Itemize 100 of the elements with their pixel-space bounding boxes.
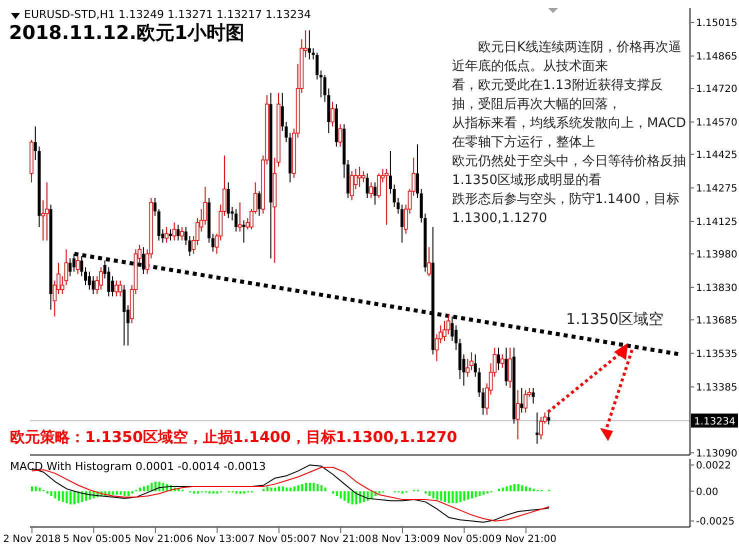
bar (266, 486, 268, 492)
annotation: 欧元日K线连续两连阴，价格再次逼近年底的低点。从技术面来 (452, 39, 683, 76)
candlestick (358, 166, 362, 188)
bar (66, 491, 68, 504)
bar (282, 486, 284, 492)
candlestick (92, 276, 95, 295)
bar (120, 491, 122, 495)
bar (139, 488, 142, 492)
x-tick-label: 7 Nov 05:00 (248, 534, 310, 546)
bar (270, 488, 272, 492)
bar (124, 491, 126, 496)
bar (366, 491, 369, 501)
bar (459, 491, 462, 502)
bar (320, 485, 322, 492)
candlestick (180, 226, 184, 241)
annotation: 跌形态后参与空头，防守1.1400，目标1.1300,1.1270 (452, 191, 680, 228)
y-tick-label: 1.14275 (696, 183, 738, 194)
bar (424, 491, 427, 494)
bar (467, 491, 470, 500)
candlestick (500, 354, 504, 368)
y-tick-label: 1.13090 (696, 448, 738, 460)
candlestick (164, 226, 168, 244)
y-tick-label: 1.14425 (696, 150, 738, 161)
candlestick (308, 30, 311, 60)
bar (324, 488, 326, 492)
bar (208, 491, 211, 494)
bar (452, 491, 454, 504)
x-tick-label: 5 Nov 21:00 (124, 534, 186, 546)
bar (274, 488, 276, 492)
bar (31, 486, 33, 492)
candlestick (388, 150, 392, 194)
bar (332, 491, 334, 494)
candlestick (316, 52, 319, 80)
candlestick (520, 387, 524, 414)
bar (525, 486, 528, 492)
candlestick (374, 182, 377, 206)
bar (212, 491, 214, 494)
bar (432, 491, 434, 498)
bar (81, 491, 84, 502)
candlestick (482, 387, 485, 416)
candlestick (454, 324, 458, 350)
bar (436, 491, 438, 500)
bar (290, 488, 292, 492)
bar (38, 488, 41, 492)
bar (216, 491, 218, 494)
chart-title: MACD With Histogram 0.0001 -0.0014 -0.0013 (10, 460, 266, 473)
y-tick-label: 1.15015 (696, 18, 738, 30)
bar (440, 491, 442, 501)
bar (506, 486, 508, 492)
candlestick (508, 347, 512, 388)
bar (297, 485, 300, 492)
bar (347, 491, 350, 504)
bar (448, 491, 450, 504)
bar (312, 482, 315, 492)
y-tick-label: 1.13830 (696, 282, 738, 294)
bar (116, 491, 118, 495)
candlestick (176, 224, 180, 241)
candlestick (88, 271, 91, 290)
bar (112, 491, 114, 495)
candlestick (539, 416, 543, 440)
x-tick-label: 9 Nov 05:00 (434, 534, 495, 546)
candlestick (524, 390, 528, 414)
bar (196, 491, 199, 494)
y-tick-label: 1.14720 (696, 84, 738, 96)
x-tick-label: 6 Nov 13:00 (186, 534, 248, 546)
candlestick (400, 204, 404, 244)
candlestick (362, 170, 366, 183)
bar (456, 491, 458, 504)
candlestick (416, 144, 419, 198)
y-tick-label: 1.14570 (696, 118, 738, 129)
candlestick (111, 276, 114, 297)
candlestick (45, 182, 49, 241)
candlestick (497, 347, 500, 371)
y-tick-label: 1.13535 (696, 348, 738, 360)
bar (355, 491, 358, 504)
candlestick (330, 101, 334, 127)
candlestick (168, 228, 172, 241)
bar (486, 491, 488, 494)
y-tick-label: 1.13980 (696, 249, 738, 260)
bar (243, 491, 246, 494)
bar (463, 491, 466, 501)
bar (305, 482, 308, 492)
bar (50, 491, 52, 496)
bar (146, 485, 149, 492)
bar (73, 491, 76, 504)
bar (54, 491, 56, 498)
bar (340, 491, 342, 498)
bar (301, 484, 304, 492)
bar (471, 491, 473, 498)
bar (77, 491, 80, 504)
bar (278, 486, 280, 492)
bar (193, 491, 196, 494)
x-tick-label: 8 Nov 13:00 (372, 534, 433, 546)
candlestick (114, 280, 118, 297)
candlestick (516, 390, 520, 440)
candlestick (319, 70, 322, 98)
bar (293, 486, 296, 492)
bar (85, 491, 88, 501)
bar (359, 491, 362, 504)
y-tick-label: 1.13685 (696, 315, 738, 326)
